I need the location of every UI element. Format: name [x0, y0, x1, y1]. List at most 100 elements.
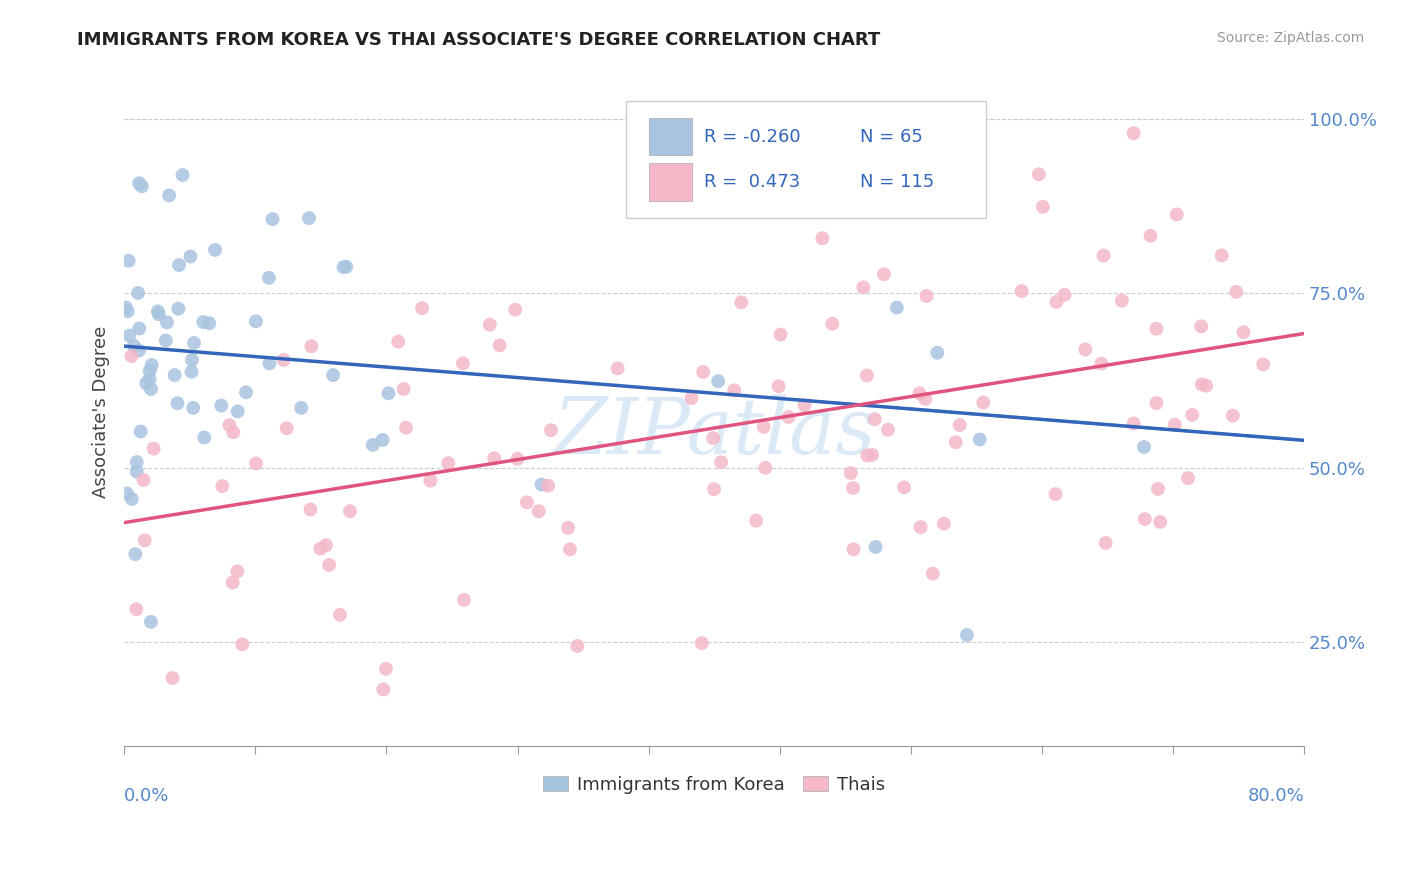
Point	[172, 168, 194, 182]
Point	[335, 260, 357, 274]
Point	[193, 431, 215, 445]
Point	[299, 339, 322, 353]
Point	[1166, 207, 1188, 221]
Point	[315, 538, 337, 552]
Point	[309, 541, 332, 556]
Point	[204, 243, 226, 257]
Point	[1053, 288, 1076, 302]
Point	[908, 386, 931, 401]
Point	[1122, 126, 1144, 140]
Point	[117, 253, 139, 268]
Point	[754, 460, 776, 475]
Point	[1189, 319, 1212, 334]
Point	[127, 285, 149, 300]
Point	[135, 376, 157, 391]
Point	[138, 364, 160, 378]
Point	[146, 304, 169, 318]
Point	[1133, 440, 1156, 454]
Point	[1090, 357, 1112, 371]
Point	[927, 345, 949, 359]
Point	[484, 451, 506, 466]
Point	[1222, 409, 1244, 423]
Point	[703, 482, 725, 496]
Point	[373, 682, 395, 697]
Point	[927, 168, 949, 182]
Point	[235, 385, 257, 400]
Point	[167, 258, 190, 272]
Point	[276, 421, 298, 435]
Point	[914, 392, 936, 406]
Point	[752, 420, 775, 434]
Point	[681, 391, 703, 405]
Point	[921, 566, 943, 581]
Point	[318, 558, 340, 572]
Point	[218, 418, 240, 433]
Point	[516, 495, 538, 509]
Point	[290, 401, 312, 415]
Point	[121, 491, 143, 506]
Point	[1111, 293, 1133, 308]
Point	[411, 301, 433, 315]
Point	[451, 356, 474, 370]
Text: 80.0%: 80.0%	[1247, 787, 1305, 805]
Point	[1045, 487, 1067, 501]
Point	[730, 295, 752, 310]
Point	[707, 374, 730, 388]
Point	[273, 353, 295, 368]
Point	[138, 372, 160, 386]
Point	[387, 334, 409, 349]
Point	[142, 442, 165, 456]
Point	[128, 343, 150, 358]
Point	[1133, 512, 1156, 526]
Point	[374, 662, 396, 676]
Text: 0.0%: 0.0%	[124, 787, 170, 805]
Point	[1225, 285, 1247, 299]
Point	[972, 395, 994, 409]
Point	[377, 386, 399, 401]
Point	[128, 176, 150, 190]
Text: Source: ZipAtlas.com: Source: ZipAtlas.com	[1216, 31, 1364, 45]
FancyBboxPatch shape	[650, 163, 692, 201]
Point	[811, 231, 834, 245]
Point	[1195, 378, 1218, 392]
FancyBboxPatch shape	[626, 101, 986, 218]
Point	[131, 179, 153, 194]
Point	[893, 480, 915, 494]
Point	[419, 474, 441, 488]
Point	[506, 451, 529, 466]
Point	[1232, 325, 1254, 339]
Point	[842, 481, 865, 495]
Point	[226, 404, 249, 418]
Point	[1045, 295, 1067, 310]
Point	[860, 448, 883, 462]
Point	[567, 639, 589, 653]
Point	[156, 315, 179, 329]
Point	[870, 171, 893, 186]
Point	[692, 365, 714, 379]
Point	[167, 301, 190, 316]
Point	[128, 321, 150, 335]
Point	[710, 455, 733, 469]
Point	[166, 396, 188, 410]
Point	[478, 318, 501, 332]
Point	[793, 398, 815, 412]
Point	[1122, 417, 1144, 431]
Point	[558, 542, 581, 557]
Point	[557, 521, 579, 535]
Point	[949, 418, 972, 433]
Point	[115, 486, 138, 500]
Point	[1177, 471, 1199, 485]
Point	[1092, 249, 1115, 263]
Point	[163, 368, 186, 382]
Point	[148, 307, 170, 321]
Point	[877, 423, 900, 437]
Point	[298, 211, 321, 226]
Point	[162, 671, 184, 685]
Point	[259, 356, 281, 370]
Point	[966, 197, 988, 211]
Point	[540, 423, 562, 437]
Point	[361, 438, 384, 452]
Point	[179, 250, 201, 264]
Legend: Immigrants from Korea, Thais: Immigrants from Korea, Thais	[536, 769, 893, 801]
Point	[122, 339, 145, 353]
